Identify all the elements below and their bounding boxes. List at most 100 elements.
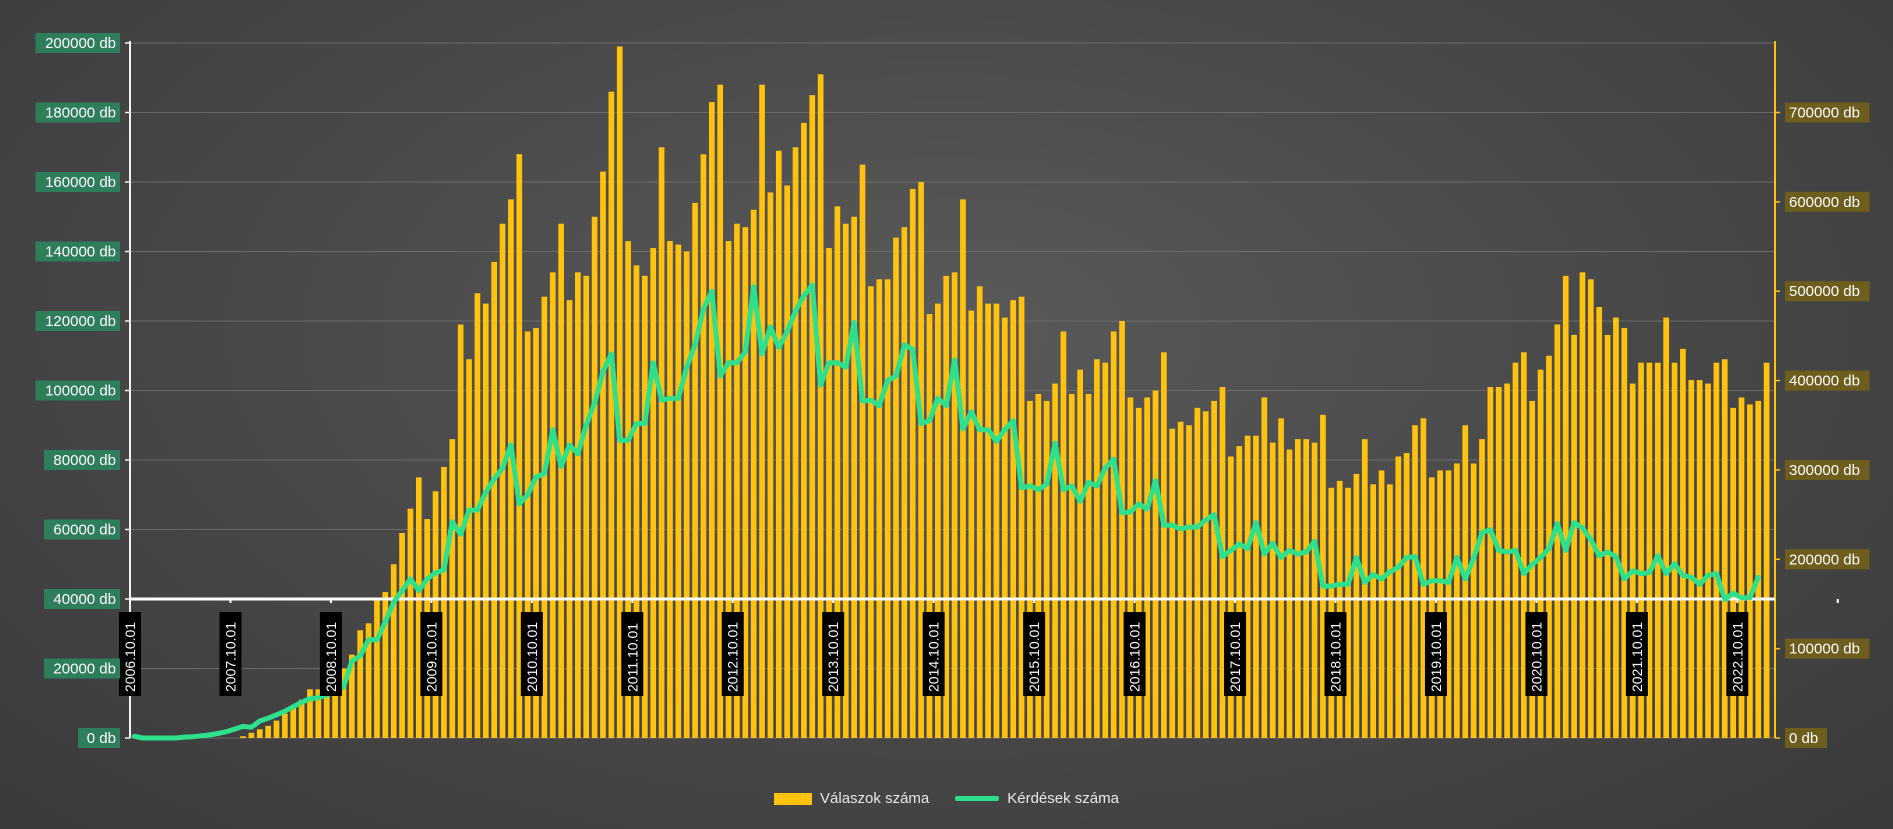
bar bbox=[256, 729, 263, 738]
bar bbox=[1161, 352, 1167, 738]
bar bbox=[1068, 393, 1075, 738]
bar bbox=[1755, 400, 1762, 738]
x-date-label: 2014.10.01 bbox=[926, 622, 942, 692]
bar bbox=[1462, 425, 1469, 738]
bar bbox=[382, 592, 389, 738]
legend-item-line[interactable]: Kérdések száma bbox=[955, 790, 1119, 807]
x-date-label-group: 2018.10.01 bbox=[1324, 612, 1347, 696]
bar bbox=[1629, 383, 1636, 738]
left-tick-label-bg bbox=[35, 33, 120, 53]
bar bbox=[951, 272, 958, 738]
bar bbox=[1228, 456, 1234, 738]
bar bbox=[642, 275, 648, 738]
left-tick-label: 200000 db bbox=[45, 35, 116, 52]
x-date-label: 2017.10.01 bbox=[1227, 622, 1243, 692]
bar bbox=[1487, 387, 1494, 738]
left-tick-label-bg bbox=[35, 102, 120, 123]
bar bbox=[1604, 334, 1611, 738]
bar bbox=[834, 206, 841, 738]
bar bbox=[1562, 275, 1569, 738]
bar bbox=[1202, 411, 1209, 738]
x-date-label-bg bbox=[420, 612, 443, 696]
bar bbox=[926, 314, 933, 738]
bar bbox=[240, 736, 246, 738]
x-date-label: 2009.10.01 bbox=[423, 622, 439, 692]
x-date-label-bg bbox=[922, 612, 945, 696]
legend: Válaszok száma Kérdések száma bbox=[0, 790, 1893, 807]
x-date-label-group: 2019.10.01 bbox=[1424, 612, 1447, 696]
bar bbox=[893, 237, 899, 738]
bar bbox=[482, 303, 489, 738]
line-series-kerdesek bbox=[131, 282, 1761, 741]
x-date-label-bg bbox=[1023, 612, 1046, 696]
bar bbox=[1094, 359, 1100, 738]
bar bbox=[1110, 331, 1117, 738]
bar bbox=[717, 84, 724, 738]
bar bbox=[1027, 400, 1033, 738]
combo-chart: 2006.10.01 2007.10.01 2008.10.01 2009.10.01… bbox=[35, 33, 1870, 748]
bar bbox=[591, 216, 598, 738]
right-tick-label-bg bbox=[1785, 281, 1870, 302]
x-date-label-bg bbox=[1525, 612, 1548, 696]
left-axis-tick-labels: 0 db 20000 db 40000 db 60000 db 80000 db 1000… bbox=[35, 33, 120, 748]
series-line bbox=[131, 282, 1761, 741]
x-date-label-group: 2006.10.01 bbox=[119, 612, 141, 696]
bar bbox=[1470, 463, 1477, 738]
right-tick-label: 100000 db bbox=[1789, 641, 1860, 658]
x-date-label-group: 2010.10.01 bbox=[520, 612, 543, 696]
bar bbox=[650, 248, 657, 738]
legend-item-bars[interactable]: Válaszok száma bbox=[774, 790, 929, 807]
bar bbox=[968, 310, 975, 738]
x-date-label-bg bbox=[1123, 612, 1146, 696]
bar bbox=[1596, 307, 1603, 738]
left-tick-label: 100000 db bbox=[45, 383, 116, 400]
bar-series-valaszok bbox=[240, 46, 1770, 739]
bar bbox=[1177, 421, 1184, 738]
left-tick-label: 0 db bbox=[87, 730, 116, 747]
bar bbox=[1454, 463, 1460, 738]
bar bbox=[357, 630, 364, 738]
right-tick-label: 600000 db bbox=[1789, 194, 1860, 211]
x-axis-date-labels: 2006.10.01 2007.10.01 2008.10.01 2009.10.01… bbox=[119, 612, 1749, 696]
x-date-label: 2019.10.01 bbox=[1428, 622, 1444, 692]
bar bbox=[1127, 397, 1134, 738]
bar bbox=[625, 241, 631, 738]
bar bbox=[1261, 397, 1268, 738]
x-date-label-bg bbox=[621, 612, 644, 696]
x-date-label: 2015.10.01 bbox=[1026, 622, 1042, 692]
bar bbox=[801, 122, 807, 739]
bar bbox=[1077, 369, 1084, 738]
bar bbox=[826, 248, 832, 738]
bar bbox=[633, 265, 640, 738]
bar bbox=[248, 732, 255, 738]
x-date-label-group: 2008.10.01 bbox=[319, 612, 342, 696]
x-date-label-group: 2007.10.01 bbox=[219, 612, 242, 696]
bar bbox=[1244, 435, 1251, 738]
bar bbox=[282, 713, 288, 738]
bar bbox=[1102, 362, 1109, 738]
bar bbox=[298, 699, 305, 738]
x-date-label: 2020.10.01 bbox=[1528, 622, 1544, 692]
x-date-label-group: 2020.10.01 bbox=[1525, 612, 1548, 696]
bar bbox=[365, 623, 372, 738]
bar bbox=[876, 279, 883, 738]
bar bbox=[1428, 477, 1435, 738]
left-tick-label-bg bbox=[44, 589, 120, 609]
x-date-label: 2012.10.01 bbox=[725, 622, 741, 692]
left-tick-label-bg bbox=[44, 658, 120, 679]
bar bbox=[1236, 446, 1243, 738]
x-date-label: 2011.10.01 bbox=[624, 623, 640, 692]
left-tick-label-bg bbox=[35, 311, 120, 331]
bar bbox=[1571, 334, 1577, 738]
bar bbox=[683, 251, 690, 738]
x-date-label: 2010.10.01 bbox=[524, 622, 540, 692]
bar bbox=[1713, 362, 1720, 738]
legend-label-line: Kérdések száma bbox=[1007, 790, 1119, 807]
x-date-label: 2013.10.01 bbox=[825, 622, 841, 692]
bar bbox=[1613, 317, 1619, 738]
bar bbox=[1479, 439, 1485, 738]
bar bbox=[943, 275, 950, 738]
right-tick-label: 300000 db bbox=[1789, 462, 1860, 479]
left-tick-label: 20000 db bbox=[53, 661, 116, 678]
bar bbox=[1010, 300, 1017, 738]
